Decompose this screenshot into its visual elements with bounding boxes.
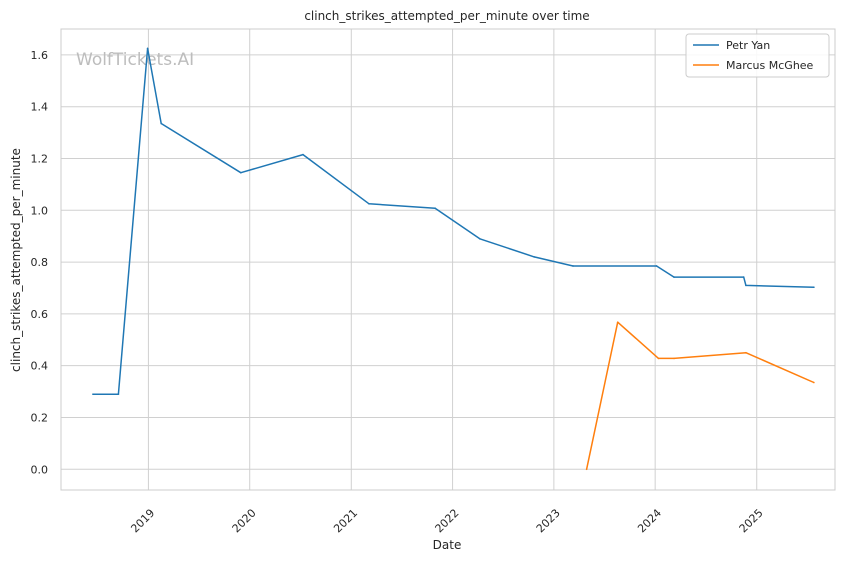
y-tick-label: 0.8 (31, 256, 49, 269)
data-point (434, 207, 436, 210)
data-point (745, 351, 747, 354)
legend: Petr Yan Marcus McGhee (685, 33, 830, 78)
data-point (92, 393, 94, 395)
x-tick-label: 2020 (230, 506, 259, 535)
series-lines (92, 47, 815, 471)
legend-box (685, 33, 830, 78)
data-point (240, 171, 242, 174)
y-tick-label: 1.4 (31, 101, 49, 114)
data-point (813, 286, 815, 289)
y-tick-label: 1.0 (31, 204, 49, 217)
data-point (117, 393, 120, 395)
data-point (160, 122, 162, 125)
data-point (657, 357, 660, 360)
series-line-petr-yan (92, 47, 814, 395)
y-tick-label: 1.2 (31, 152, 49, 165)
data-point (616, 321, 619, 323)
y-tick-label: 0.0 (31, 463, 49, 476)
data-point (745, 284, 747, 287)
x-tick-label: 2022 (433, 506, 462, 535)
data-point (673, 276, 675, 278)
data-point (655, 265, 658, 267)
data-point (585, 468, 588, 471)
y-axis-ticks: 0.0 0.2 0.4 0.6 0.8 1.0 1.2 1.4 1.6 (31, 49, 49, 476)
x-tick-label: 2019 (128, 506, 157, 535)
grid (61, 29, 835, 490)
legend-label-marcus-mcghee: Marcus McGhee (726, 59, 814, 72)
data-point (146, 47, 149, 50)
watermark-text: WolfTickets.AI (76, 50, 194, 70)
data-point (742, 276, 745, 278)
legend-label-petr-yan: Petr Yan (726, 39, 770, 52)
series-line-marcus-mcghee (585, 321, 815, 470)
data-point (533, 256, 535, 258)
data-point (813, 381, 815, 384)
data-point (673, 357, 675, 360)
x-axis-ticks: 2019 2020 2021 2022 2023 2024 2025 (128, 506, 765, 535)
data-point (478, 237, 481, 240)
y-tick-label: 1.6 (31, 49, 49, 62)
y-tick-label: 0.2 (31, 411, 49, 424)
x-tick-label: 2023 (534, 506, 563, 535)
data-point (368, 203, 370, 205)
plot-area-frame (60, 28, 836, 491)
data-point (572, 265, 574, 267)
y-tick-label: 0.6 (31, 308, 49, 321)
x-axis-label: Date (433, 538, 462, 552)
x-tick-label: 2021 (331, 506, 360, 535)
y-axis-label: clinch_strikes_attempted_per_minute (9, 148, 23, 372)
y-tick-label: 0.4 (31, 360, 49, 373)
x-tick-label: 2024 (635, 506, 664, 535)
chart-title: clinch_strikes_attempted_per_minute over… (304, 9, 589, 23)
x-tick-label: 2025 (737, 506, 766, 535)
data-point (302, 153, 304, 156)
